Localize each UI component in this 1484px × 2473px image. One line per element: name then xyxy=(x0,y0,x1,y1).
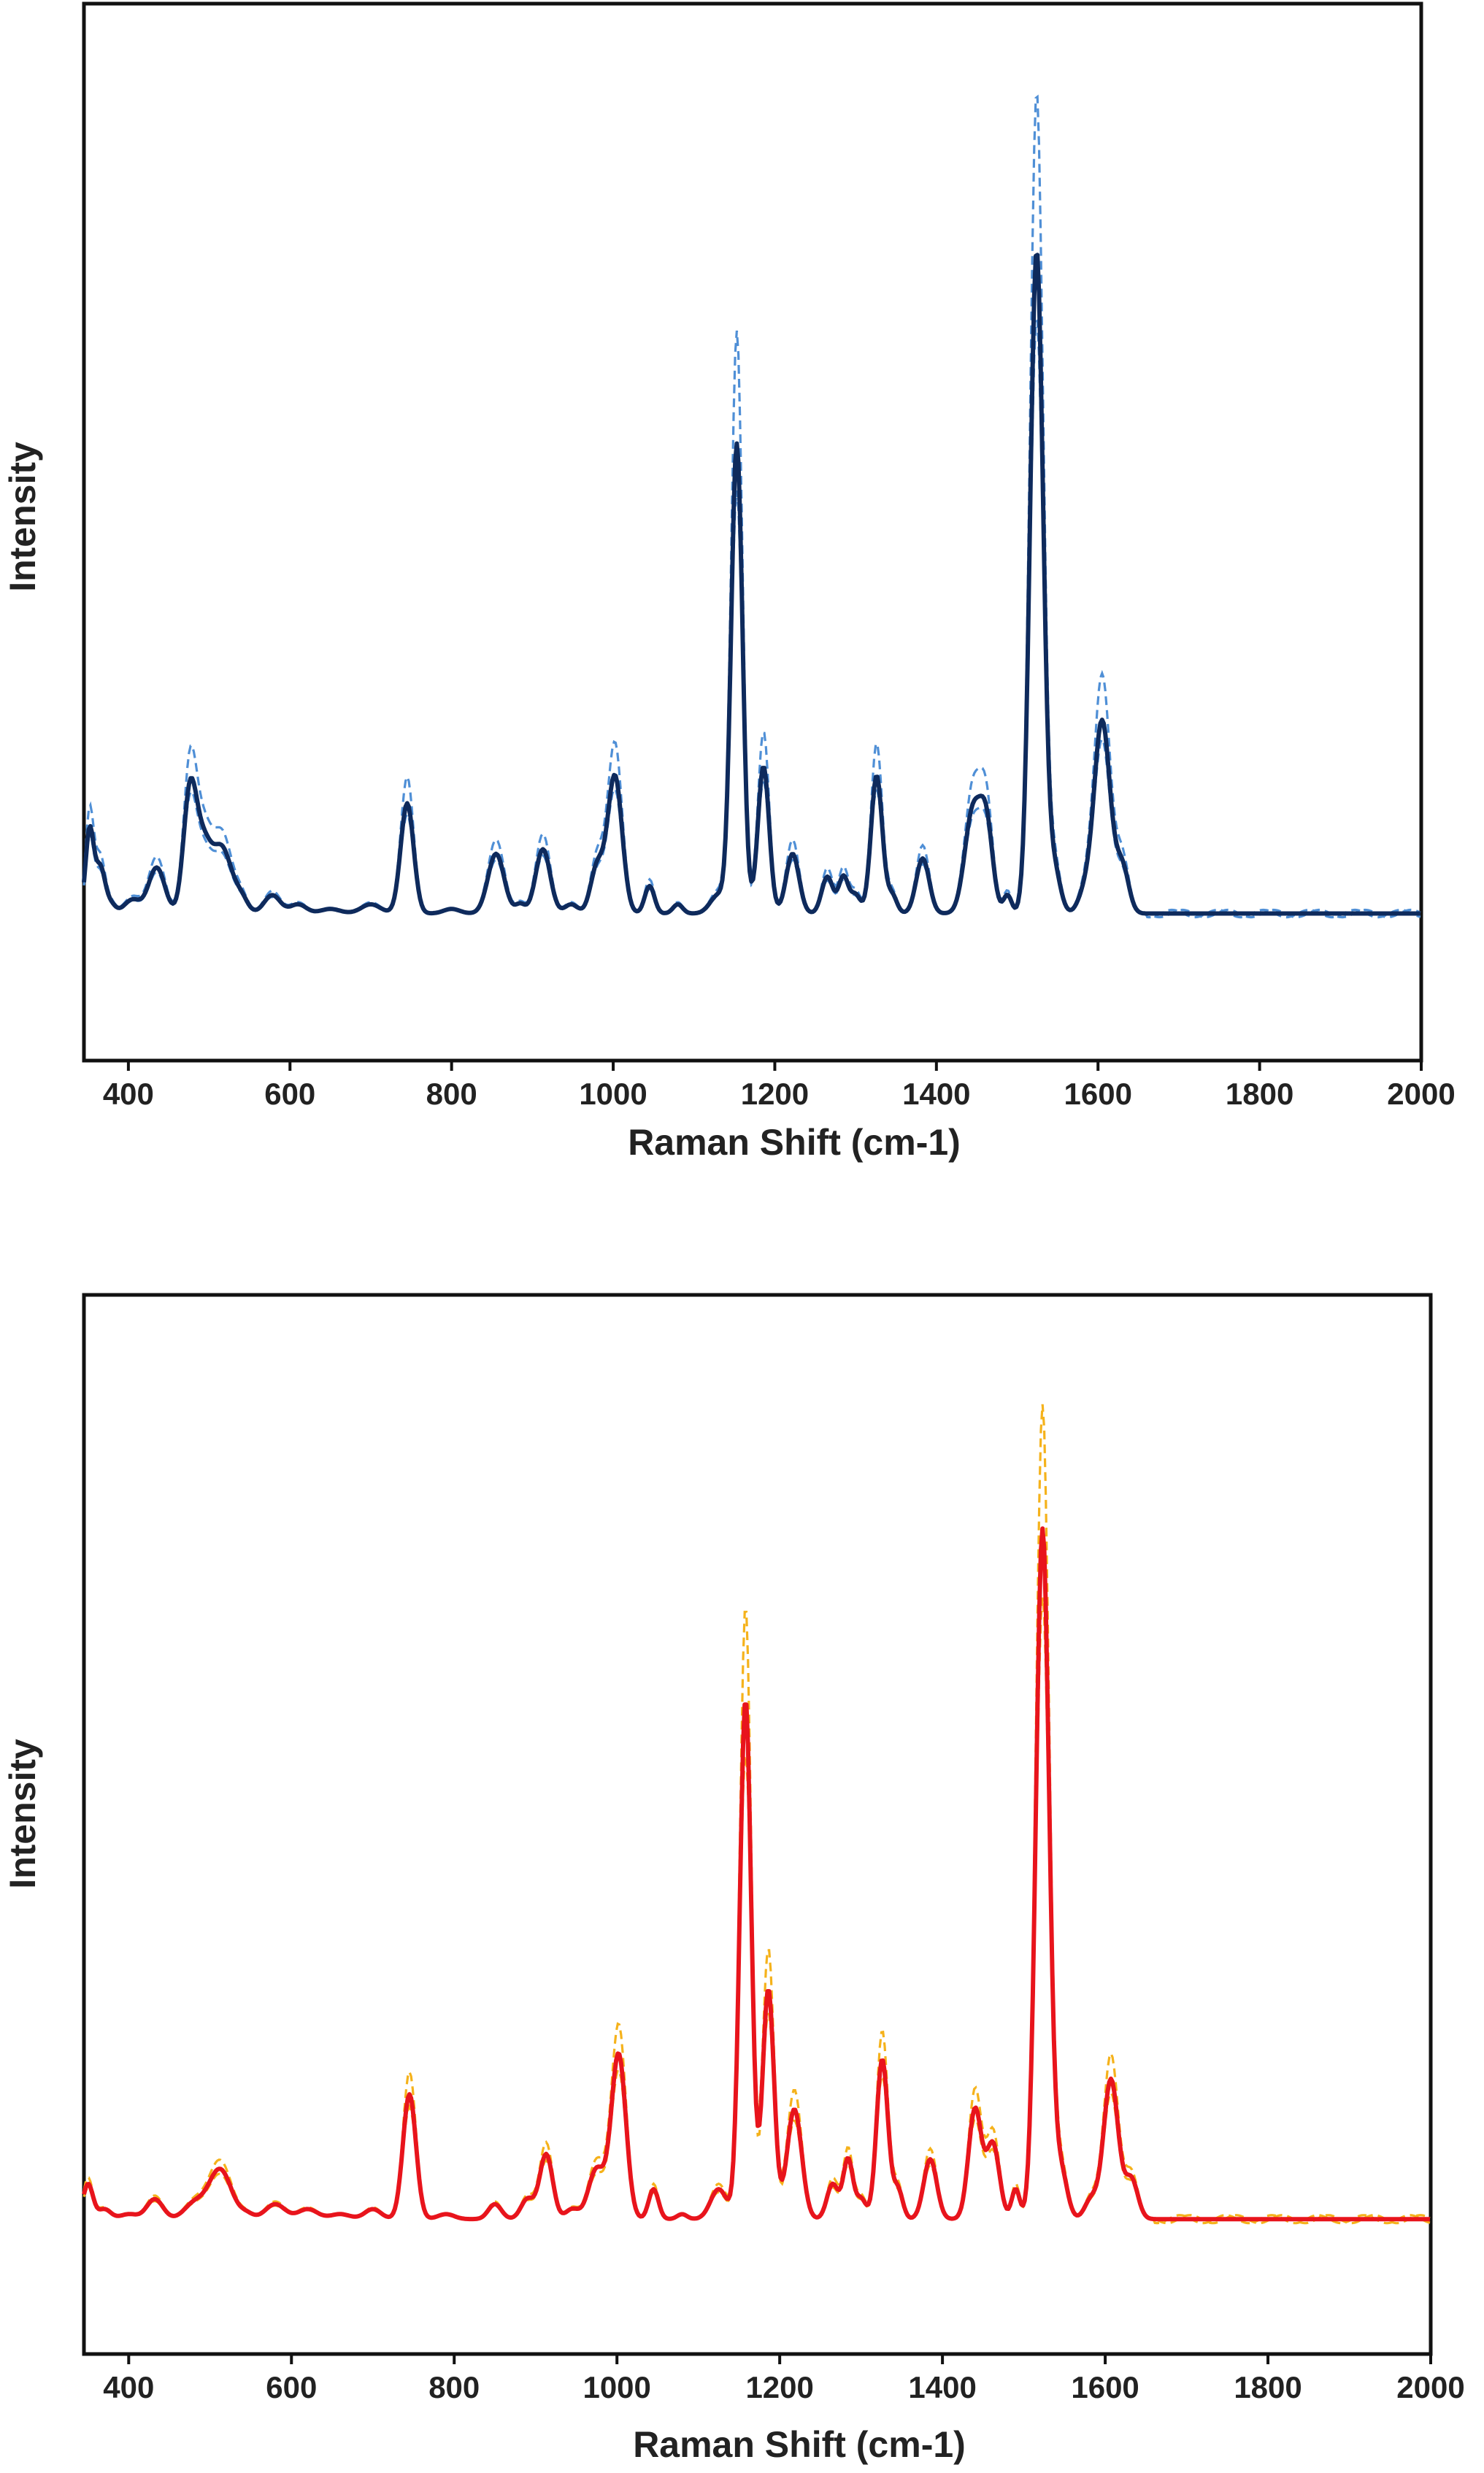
x-tick-label: 1600 xyxy=(1071,2370,1139,2404)
x-tick-label: 600 xyxy=(266,2370,317,2404)
x-axis-ticks: 400 600 800 1000 1200 1400 1600 1800 2000 xyxy=(103,2354,1465,2404)
plot-frame xyxy=(82,1,1423,1063)
spectrum-panel-top: 400 600 800 1000 1200 1400 1600 1800 2000 Raman … xyxy=(2,1,1456,1163)
y-axis-title: Intensity xyxy=(2,442,43,592)
x-tick-label: 1200 xyxy=(741,1077,809,1111)
y-axis-title: Intensity xyxy=(2,1739,43,1889)
x-tick-label: 1000 xyxy=(579,1077,647,1111)
x-tick-label: 1400 xyxy=(902,1077,970,1111)
lower-bound-line xyxy=(82,318,1421,919)
x-tick-label: 800 xyxy=(426,1077,477,1111)
mean-spectrum-line xyxy=(82,1526,1431,2222)
x-axis-title: Raman Shift (cm-1) xyxy=(633,2424,966,2465)
x-axis-title: Raman Shift (cm-1) xyxy=(628,1122,961,1163)
x-tick-label: 1800 xyxy=(1226,1077,1293,1111)
plot-frame xyxy=(82,1293,1433,2356)
x-tick-label: 600 xyxy=(264,1077,315,1111)
x-tick-label: 400 xyxy=(103,1077,154,1111)
x-tick-label: 1800 xyxy=(1234,2370,1302,2404)
x-tick-label: 400 xyxy=(103,2370,154,2404)
mean-spectrum-line xyxy=(82,253,1421,916)
x-axis-ticks: 400 600 800 1000 1200 1400 1600 1800 2000 xyxy=(103,1061,1456,1111)
x-tick-label: 1400 xyxy=(908,2370,976,2404)
x-tick-label: 2000 xyxy=(1387,1077,1455,1111)
x-tick-label: 1000 xyxy=(583,2370,650,2404)
lower-bound-line xyxy=(82,1597,1431,2225)
x-tick-label: 1200 xyxy=(745,2370,813,2404)
x-tick-label: 1600 xyxy=(1064,1077,1132,1111)
x-tick-label: 2000 xyxy=(1396,2370,1464,2404)
x-tick-label: 800 xyxy=(428,2370,480,2404)
spectrum-panel-bottom: 400 600 800 1000 1200 1400 1600 1800 2000 Raman … xyxy=(2,1293,1465,2465)
upper-bound-line xyxy=(82,94,1421,919)
